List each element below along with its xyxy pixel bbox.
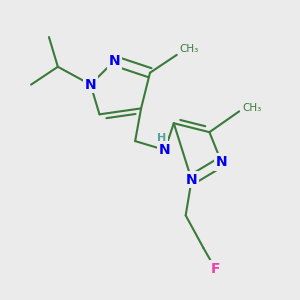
Text: N: N — [159, 143, 171, 157]
Text: CH₃: CH₃ — [180, 44, 199, 54]
Text: N: N — [186, 173, 197, 187]
Text: N: N — [85, 78, 96, 92]
Text: N: N — [109, 54, 120, 68]
Text: H: H — [157, 133, 167, 143]
Text: CH₃: CH₃ — [242, 103, 261, 113]
Text: N: N — [215, 155, 227, 169]
Text: F: F — [211, 262, 220, 276]
